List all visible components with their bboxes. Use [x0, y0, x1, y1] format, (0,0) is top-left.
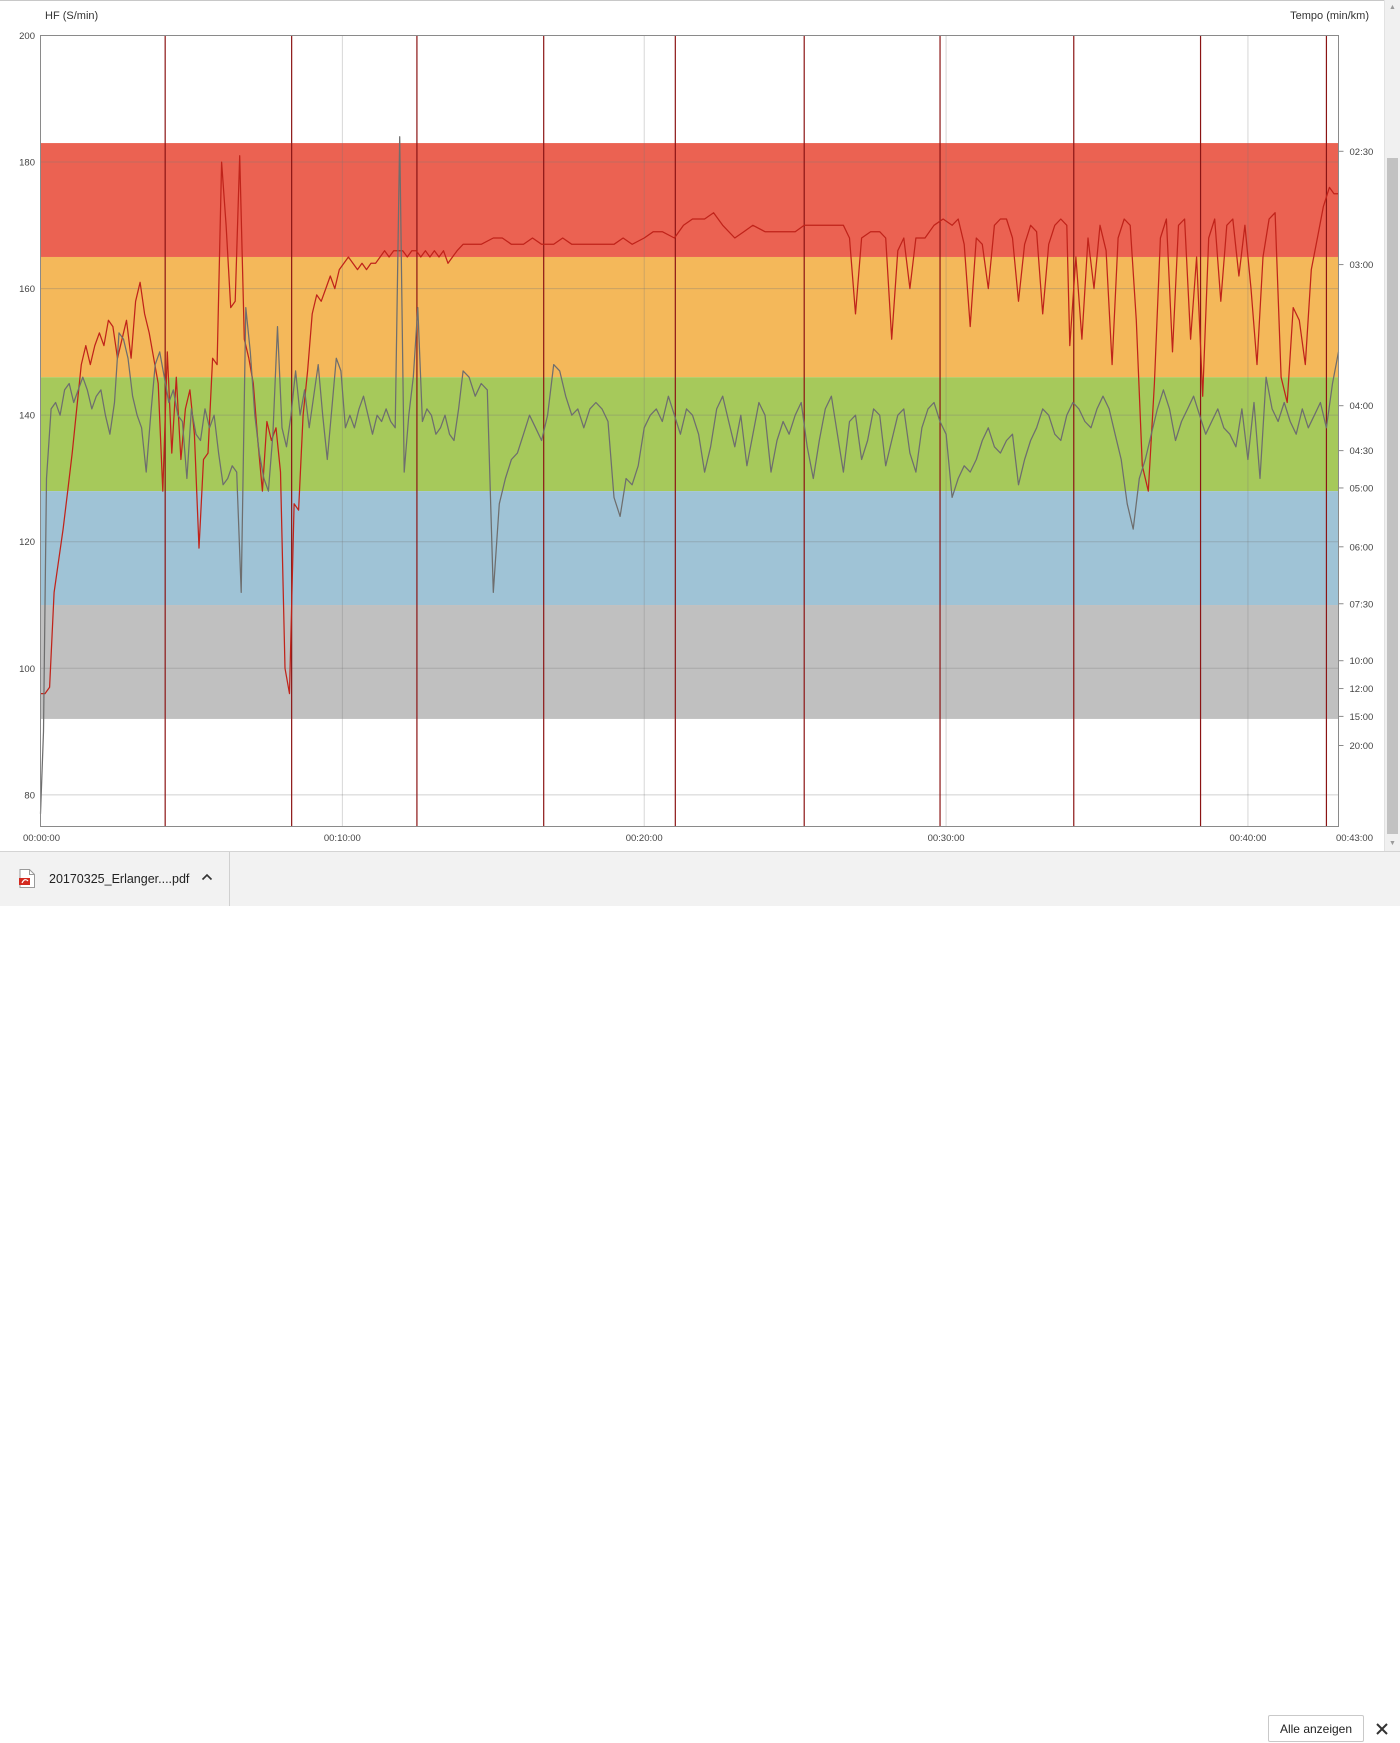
y2-axis-ticks: 02:30 03:00 04:00 04:30 05:00 06:00 07:30 10:00…: [1338, 147, 1374, 752]
y2-tick-label: 20:00: [1350, 741, 1374, 752]
y-tick-label: 160: [19, 284, 35, 295]
y2-tick-label: 15:00: [1350, 712, 1374, 723]
pdf-file-icon: [19, 869, 35, 888]
x-axis-ticks: 00:00:00 00:10:00 00:20:00 00:30:00 00:40:00…: [23, 833, 1373, 844]
y2-tick-label: 04:00: [1350, 401, 1374, 412]
series-line-1: [39, 136, 1340, 814]
x-tick-label: 00:30:00: [928, 833, 965, 844]
y2-tick-label: 05:00: [1350, 483, 1374, 494]
download-file-name[interactable]: 20170325_Erlanger....pdf: [49, 872, 190, 886]
x-tick-label: 00:00:00: [23, 833, 60, 844]
y2-tick-label: 07:30: [1350, 599, 1374, 610]
y2-tick-label: 03:00: [1350, 260, 1374, 271]
heart-rate-zones: [40, 143, 1339, 719]
y2-tick-label: 12:00: [1350, 684, 1374, 695]
y-tick-label: 200: [19, 31, 35, 42]
vertical-scrollbar[interactable]: ▲ ▼: [1384, 0, 1400, 851]
y-tick-label: 80: [24, 790, 35, 801]
y-tick-label: 180: [19, 158, 35, 169]
download-item[interactable]: 20170325_Erlanger....pdf: [0, 852, 230, 906]
x-tick-label: 00:40:00: [1229, 833, 1266, 844]
y2-tick-label: 06:00: [1350, 542, 1374, 553]
y2-tick-label: 10:00: [1350, 656, 1374, 667]
y-tick-label: 100: [19, 664, 35, 675]
zone-band-1: [40, 256, 1339, 378]
lap-markers: [164, 35, 1328, 827]
scrollbar-thumb[interactable]: [1387, 158, 1398, 834]
x-tick-label: 00:20:00: [626, 833, 663, 844]
zone-band-3: [40, 491, 1339, 606]
y2-axis-title: Tempo (min/km): [1290, 10, 1369, 22]
close-icon[interactable]: [1374, 1721, 1390, 1737]
scroll-down-arrow-icon[interactable]: ▼: [1389, 840, 1396, 847]
scroll-up-arrow-icon[interactable]: ▲: [1389, 4, 1396, 11]
series-line-0: [40, 155, 1339, 695]
y2-tick-label: 02:30: [1350, 147, 1374, 158]
plot-frame: [40, 35, 1339, 827]
y-tick-label: 120: [19, 537, 35, 548]
y-tick-label: 140: [19, 411, 35, 422]
y-axis-title: HF (S/min): [45, 10, 98, 22]
download-bar: 20170325_Erlanger....pdf Alle anzeigen: [0, 851, 1400, 1742]
x-tick-label: 00:43:00: [1336, 833, 1373, 844]
heart-rate-chart: HF (S/min) Tempo (min/km) 200 180 160 140 12…: [0, 0, 1384, 844]
zone-band-4: [40, 605, 1339, 719]
zone-band-0: [40, 143, 1339, 257]
y-axis-ticks: 200 180 160 140 120 100 80: [19, 31, 35, 801]
chevron-up-icon[interactable]: [199, 869, 215, 885]
x-tick-label: 00:10:00: [324, 833, 361, 844]
show-all-downloads-button[interactable]: Alle anzeigen: [1268, 1715, 1364, 1742]
y2-tick-label: 04:30: [1350, 446, 1374, 457]
data-series: [39, 136, 1340, 814]
